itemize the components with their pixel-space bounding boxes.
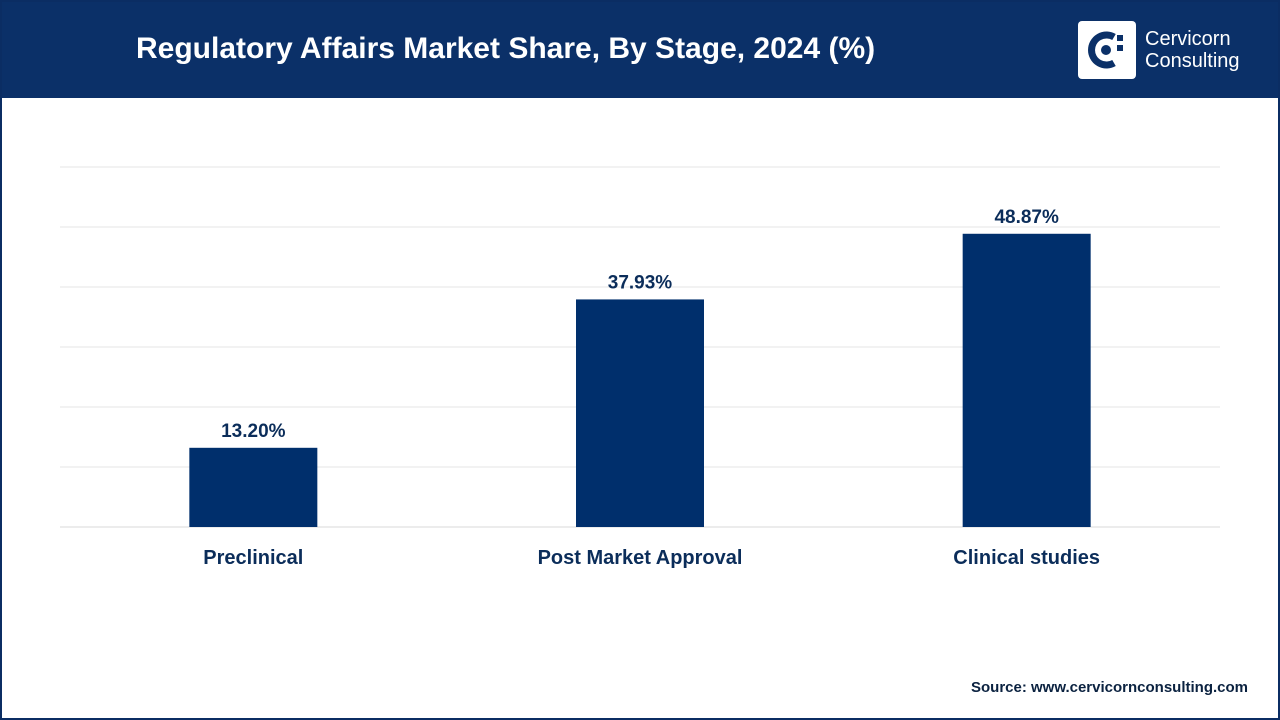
logo-text: Cervicorn Consulting (1145, 28, 1240, 72)
brand-logo: Cervicorn Consulting (1078, 21, 1240, 79)
header-banner: Regulatory Affairs Market Share, By Stag… (2, 2, 1278, 98)
bar-chart: 13.20% Preclinical 37.93% Post Market Appro… (60, 166, 1220, 569)
page-title: Regulatory Affairs Market Share, By Stag… (136, 32, 876, 65)
bar-clinical-studies (962, 233, 1091, 527)
data-label: 48.87% (994, 207, 1059, 228)
logo-line-2: Consulting (1145, 50, 1240, 72)
category-label: Clinical studies (953, 547, 1100, 569)
data-label: 37.93% (608, 272, 673, 293)
source-note: Source: www.cervicornconsulting.com (970, 679, 1248, 696)
category-label: Post Market Approval (538, 547, 743, 569)
logo-mark-icon (1078, 21, 1136, 79)
bar-preclinical (189, 447, 318, 527)
category-label: Preclinical (203, 547, 303, 569)
data-label: 13.20% (221, 421, 286, 442)
logo-line-1: Cervicorn (1145, 28, 1231, 50)
bar-post-market-approval (576, 299, 704, 527)
